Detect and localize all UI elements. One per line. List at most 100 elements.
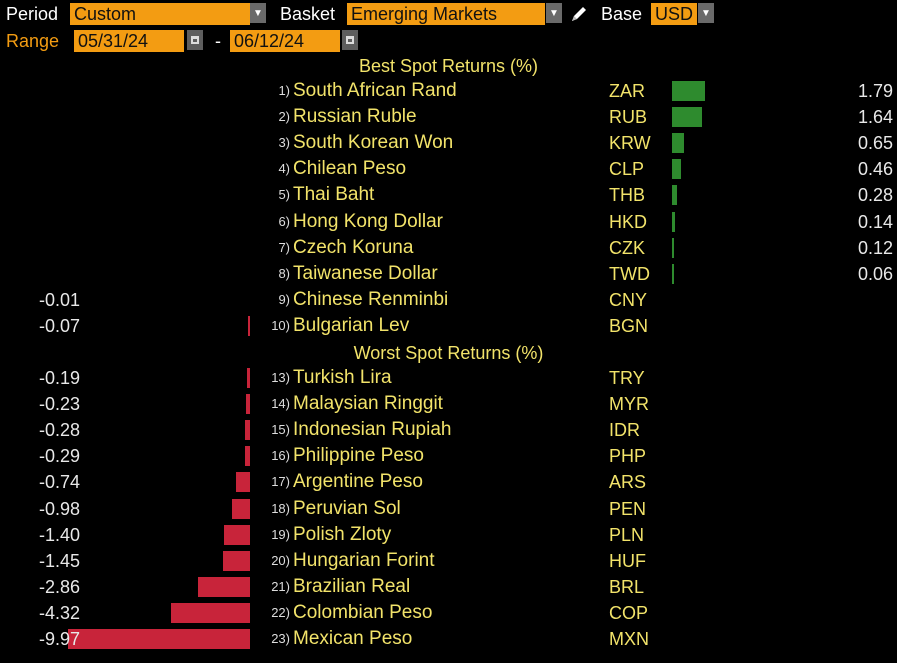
range-label: Range xyxy=(6,31,60,51)
currency-row[interactable]: 10) Bulgarian Lev BGN -0.07 xyxy=(0,313,897,339)
base-currency-select[interactable]: USD xyxy=(651,3,697,25)
negative-return-bar xyxy=(232,498,250,519)
currency-name[interactable]: Hungarian Forint xyxy=(293,549,435,571)
currency-name[interactable]: South Korean Won xyxy=(293,132,454,154)
rank-number: 3) xyxy=(278,135,290,151)
period-select[interactable]: Custom xyxy=(70,3,250,25)
currency-row[interactable]: 3) South Korean Won KRW 0.65 xyxy=(0,130,897,156)
positive-return-bar xyxy=(672,107,703,128)
currency-row[interactable]: 21) Brazilian Real BRL -2.86 xyxy=(0,574,897,600)
period-dropdown-icon[interactable]: ▼ xyxy=(250,3,266,23)
currency-row[interactable]: 18) Peruvian Sol PEN -0.98 xyxy=(0,496,897,522)
rank-number: 10) xyxy=(271,317,290,333)
currency-name[interactable]: Chinese Renminbi xyxy=(293,288,449,310)
negative-return-bar xyxy=(197,576,250,597)
currency-row[interactable]: 4) Chilean Peso CLP 0.46 xyxy=(0,156,897,182)
currency-name[interactable]: Malaysian Ringgit xyxy=(293,393,443,415)
base-dropdown-icon[interactable]: ▼ xyxy=(698,3,714,23)
currency-name[interactable]: Indonesian Rupiah xyxy=(293,419,452,441)
return-value: -1.45 xyxy=(38,550,80,571)
currency-row[interactable]: 1) South African Rand ZAR 1.79 xyxy=(0,78,897,104)
rank-number: 13) xyxy=(271,370,290,385)
rank-number: 9) xyxy=(278,291,290,307)
range-separator: - xyxy=(215,31,221,51)
range-start-calendar-icon[interactable] xyxy=(187,30,203,50)
range-end-input[interactable]: 06/12/24 xyxy=(230,30,340,52)
currency-code: CZK xyxy=(609,237,645,258)
currency-name[interactable]: South African Rand xyxy=(293,80,457,101)
range-end-calendar-icon[interactable] xyxy=(342,30,358,50)
return-value: 0.12 xyxy=(857,237,893,258)
currency-row[interactable]: 8) Taiwanese Dollar TWD 0.06 xyxy=(0,261,897,287)
return-value: -0.01 xyxy=(38,289,80,310)
rank-number: 5) xyxy=(278,187,290,203)
return-value: -0.07 xyxy=(38,315,80,336)
currency-row[interactable]: 6) Hong Kong Dollar HKD 0.14 xyxy=(0,209,897,235)
positive-return-bar xyxy=(672,159,681,180)
rank-number: 2) xyxy=(278,109,290,125)
currency-code: CLP xyxy=(609,159,645,180)
currency-code: KRW xyxy=(609,133,651,154)
currency-name[interactable]: Russian Ruble xyxy=(293,106,417,128)
basket-label: Basket xyxy=(280,4,336,24)
currency-name[interactable]: Philippine Peso xyxy=(293,445,424,467)
currency-row[interactable]: 2) Russian Ruble RUB 1.64 xyxy=(0,104,897,130)
currency-row[interactable]: 17) Argentine Peso ARS -0.74 xyxy=(0,469,897,495)
currency-row[interactable]: 20) Hungarian Forint HUF -1.45 xyxy=(0,548,897,574)
positive-return-bar xyxy=(672,185,678,206)
currency-code: CNY xyxy=(609,289,648,310)
currency-name[interactable]: Czech Koruna xyxy=(293,236,414,258)
currency-code: TRY xyxy=(609,368,645,388)
currency-row[interactable]: 19) Polish Zloty PLN -1.40 xyxy=(0,522,897,548)
rank-number: 15) xyxy=(271,422,290,438)
currency-row[interactable]: 22) Colombian Peso COP -4.32 xyxy=(0,600,897,626)
edit-pencil-icon[interactable] xyxy=(568,3,590,25)
negative-return-bar xyxy=(248,315,250,336)
currency-code: PHP xyxy=(609,446,647,467)
currency-row[interactable]: 5) Thai Baht THB 0.28 xyxy=(0,182,897,208)
return-value: 1.79 xyxy=(857,81,893,101)
basket-select[interactable]: Emerging Markets xyxy=(347,3,545,25)
basket-dropdown-icon[interactable]: ▼ xyxy=(546,3,562,23)
period-label: Period xyxy=(6,4,59,24)
currency-code: PEN xyxy=(609,498,647,519)
currency-name[interactable]: Peruvian Sol xyxy=(293,497,401,519)
currency-row[interactable]: 14) Malaysian Ringgit MYR -0.23 xyxy=(0,391,897,417)
currency-code: ZAR xyxy=(609,81,645,101)
negative-return-bar xyxy=(67,629,250,649)
currency-row[interactable]: 16) Philippine Peso PHP -0.29 xyxy=(0,443,897,469)
currency-name[interactable]: Bulgarian Lev xyxy=(293,314,410,336)
return-value: -0.29 xyxy=(38,446,80,467)
return-value: 0.14 xyxy=(857,211,893,232)
rank-number: 18) xyxy=(271,500,290,516)
currency-row[interactable]: 7) Czech Koruna CZK 0.12 xyxy=(0,235,897,261)
return-value: -0.19 xyxy=(38,368,80,388)
return-value: 0.46 xyxy=(857,159,893,180)
currency-name[interactable]: Polish Zloty xyxy=(293,523,392,545)
currency-name[interactable]: Argentine Peso xyxy=(293,471,423,493)
negative-return-bar xyxy=(224,524,250,545)
currency-row[interactable]: 15) Indonesian Rupiah IDR -0.28 xyxy=(0,417,897,443)
currency-name[interactable]: Hong Kong Dollar xyxy=(293,210,443,232)
return-value: 1.64 xyxy=(857,107,893,128)
currency-row[interactable]: 9) Chinese Renminbi CNY -0.01 xyxy=(0,287,897,313)
currency-name[interactable]: Turkish Lira xyxy=(293,367,392,388)
rank-number: 8) xyxy=(278,265,290,281)
currency-row[interactable]: 13) Turkish Lira TRY -0.19 xyxy=(0,365,897,391)
return-value: -9.97 xyxy=(38,629,80,649)
range-start-input[interactable]: 05/31/24 xyxy=(74,30,184,52)
currency-name[interactable]: Thai Baht xyxy=(293,184,375,206)
positive-return-bar xyxy=(672,237,675,258)
currency-name[interactable]: Chilean Peso xyxy=(293,158,407,180)
currency-name[interactable]: Colombian Peso xyxy=(293,601,433,623)
positive-return-bar xyxy=(672,263,674,284)
currency-code: PLN xyxy=(609,524,645,545)
best-returns-title: Best Spot Returns (%) xyxy=(358,56,539,76)
currency-name[interactable]: Mexican Peso xyxy=(293,628,413,649)
currency-name[interactable]: Taiwanese Dollar xyxy=(293,262,438,284)
currency-name[interactable]: Brazilian Real xyxy=(293,575,411,597)
rank-number: 22) xyxy=(271,604,290,620)
currency-row[interactable]: 23) Mexican Peso MXN -9.97 xyxy=(0,626,897,652)
return-value: -0.74 xyxy=(38,472,80,493)
currency-code: TWD xyxy=(609,263,650,284)
